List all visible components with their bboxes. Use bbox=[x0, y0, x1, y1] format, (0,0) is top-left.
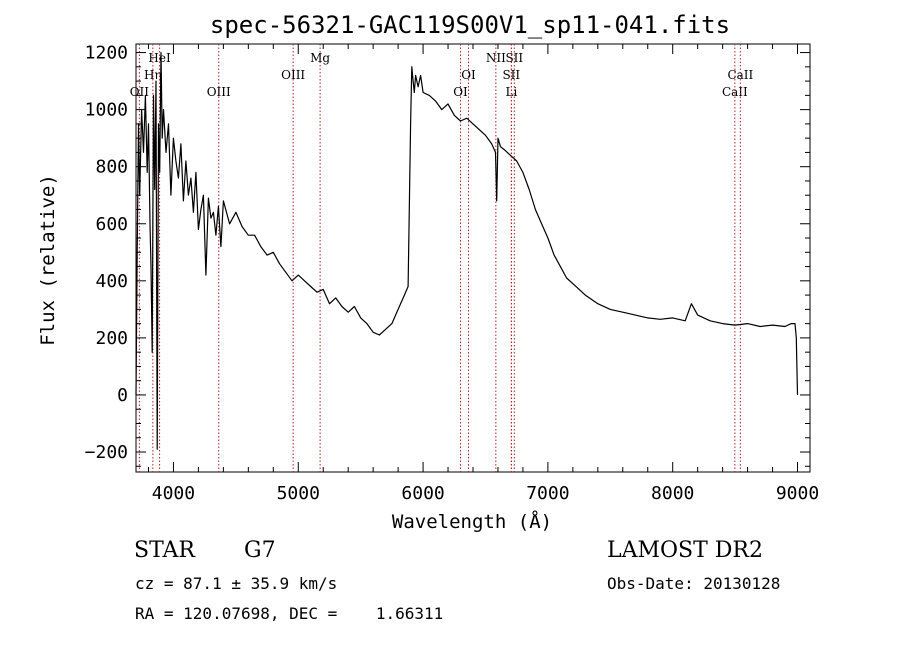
y-axis-label: Flux (relative) bbox=[37, 174, 59, 346]
redshift-value: cz = 87.1 ± 35.9 km/s bbox=[135, 574, 338, 593]
y-tick-label: 1000 bbox=[85, 100, 128, 121]
x-tick-label: 7000 bbox=[526, 483, 569, 504]
spectral-line-label: SII bbox=[502, 68, 520, 82]
spectral-line-label: OIII bbox=[207, 85, 231, 99]
y-tick-label: 400 bbox=[95, 271, 128, 292]
chart-title: spec-56321-GAC119S00V1_sp11-041.fits bbox=[210, 11, 730, 39]
spectral-line-label: CaII bbox=[727, 68, 753, 82]
spectral-line-label: OI bbox=[461, 68, 476, 82]
obs-date: Obs-Date: 20130128 bbox=[607, 574, 781, 593]
x-tick-label: 5000 bbox=[277, 483, 320, 504]
y-tick-label: 600 bbox=[95, 214, 128, 235]
spectral-line-label: NII bbox=[486, 51, 506, 65]
object-class: STAR bbox=[134, 538, 195, 563]
spectral-line-label: OII bbox=[130, 85, 150, 99]
object-subclass: G7 bbox=[244, 538, 276, 563]
spectral-line-label: OI bbox=[453, 85, 468, 99]
x-axis-label: Wavelength (Å) bbox=[392, 510, 552, 533]
x-tick-label: 8000 bbox=[651, 483, 694, 504]
spectral-line-label: CaII bbox=[722, 85, 748, 99]
spectral-line-label: Hη bbox=[144, 68, 162, 82]
spectrum-line bbox=[135, 51, 799, 450]
spectral-line-label: OIII bbox=[281, 68, 305, 82]
y-tick-label: 1200 bbox=[85, 43, 128, 64]
y-tick-label: 0 bbox=[117, 385, 128, 406]
spectral-line-label: HeI bbox=[148, 51, 171, 65]
survey-name: LAMOST DR2 bbox=[607, 538, 763, 563]
spectral-line-label: Mg bbox=[310, 51, 330, 65]
x-tick-label: 4000 bbox=[152, 483, 195, 504]
y-tick-label: 200 bbox=[95, 328, 128, 349]
spectral-line-label: Li bbox=[506, 85, 518, 99]
spectral-line-label: SII bbox=[505, 51, 523, 65]
y-tick-label: 800 bbox=[95, 157, 128, 178]
y-tick-label: −200 bbox=[85, 442, 128, 463]
x-tick-label: 6000 bbox=[401, 483, 444, 504]
plot-frame bbox=[135, 43, 811, 473]
x-tick-label: 9000 bbox=[776, 483, 819, 504]
coordinates: RA = 120.07698, DEC = 1.66311 bbox=[135, 604, 444, 623]
